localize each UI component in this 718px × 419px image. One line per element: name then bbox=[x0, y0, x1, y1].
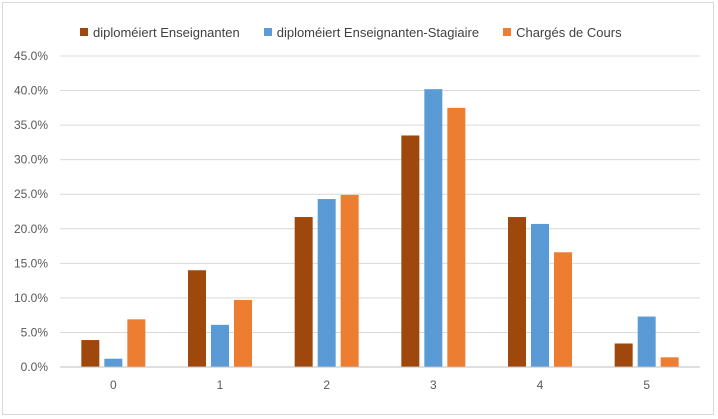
x-tick-label: 3 bbox=[430, 378, 437, 392]
bar bbox=[424, 89, 443, 367]
y-tick-label: 15.0% bbox=[14, 256, 48, 270]
y-tick-label: 5.0% bbox=[21, 325, 49, 339]
legend-label: diploméiert Enseignanten bbox=[93, 24, 240, 40]
bar bbox=[127, 319, 146, 367]
bar bbox=[104, 358, 123, 367]
x-tick-label: 4 bbox=[537, 378, 544, 392]
legend-item-diplomeiert-enseignanten: diploméiert Enseignanten bbox=[80, 25, 240, 40]
axes: 0.0%5.0%10.0%15.0%20.0%25.0%30.0%35.0%40… bbox=[14, 49, 700, 392]
y-tick-label: 10.0% bbox=[14, 291, 48, 305]
x-tick-label: 0 bbox=[110, 378, 117, 392]
legend-swatch bbox=[503, 28, 512, 36]
y-tick-label: 35.0% bbox=[14, 118, 48, 132]
bar bbox=[401, 135, 420, 367]
bar bbox=[614, 343, 633, 367]
legend-item-diplomeiert-enseignanten-stagiaire: diploméiert Enseignanten-Stagiaire bbox=[263, 24, 480, 40]
x-tick-label: 2 bbox=[323, 378, 330, 392]
legend-item-charges-de-cours: Chargés de Cours bbox=[503, 25, 622, 40]
y-tick-label: 25.0% bbox=[14, 187, 48, 201]
y-tick-label: 0.0% bbox=[21, 360, 49, 374]
bar bbox=[340, 194, 359, 367]
bars bbox=[81, 89, 679, 367]
x-tick-label: 1 bbox=[217, 378, 224, 392]
legend-label: diploméiert Enseignanten-Stagiaire bbox=[276, 24, 480, 40]
gridlines bbox=[60, 55, 700, 333]
y-tick-label: 20.0% bbox=[14, 222, 48, 236]
bar bbox=[447, 107, 466, 367]
bar bbox=[211, 324, 229, 367]
bar bbox=[234, 299, 252, 367]
legend-swatch bbox=[80, 28, 88, 36]
bar bbox=[294, 217, 313, 367]
y-tick-label: 45.0% bbox=[14, 49, 48, 63]
legend: diploméiert Enseignanten diploméiert Ens… bbox=[80, 24, 646, 40]
bar bbox=[508, 217, 526, 367]
bar bbox=[188, 270, 206, 367]
legend-swatch bbox=[263, 28, 272, 36]
bar bbox=[637, 316, 656, 367]
y-tick-label: 30.0% bbox=[14, 153, 48, 167]
x-tick-label: 5 bbox=[643, 378, 650, 392]
y-tick-label: 40.0% bbox=[14, 84, 48, 98]
bar bbox=[81, 340, 100, 367]
bar bbox=[660, 357, 679, 367]
legend-label: Chargés de Cours bbox=[516, 24, 622, 40]
bar bbox=[554, 252, 572, 367]
bar bbox=[317, 199, 336, 367]
bar bbox=[531, 223, 549, 367]
